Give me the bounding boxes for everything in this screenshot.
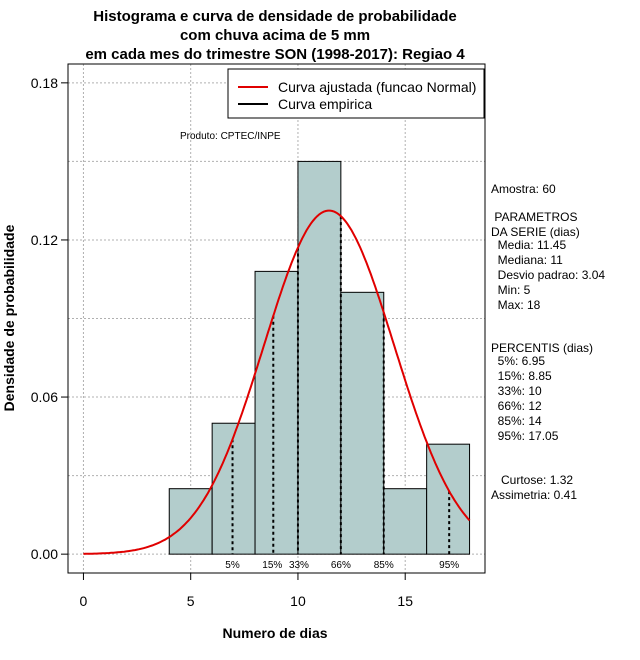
x-tick-label: 15 <box>397 593 413 609</box>
bar-4 <box>297 160 342 555</box>
y-tick-label: 0.00 <box>31 546 58 562</box>
bar-5 <box>340 291 385 555</box>
legend-box <box>227 68 485 119</box>
axes: 0 5 10 15 0.00 0.06 0.12 0.18 <box>31 75 413 609</box>
y-tick-label: 0.18 <box>31 75 58 91</box>
bar-7 <box>426 443 471 555</box>
y-tick-label: 0.06 <box>31 389 58 405</box>
legend-label-1: Curva ajustada (funcao Normal) <box>278 79 476 95</box>
x-tick-label: 0 <box>80 593 88 609</box>
title-line-2: com chuva acima de 5 mm <box>180 27 370 44</box>
stat-percentis-title: PERCENTIS (dias) <box>491 341 594 355</box>
legend: Curva ajustada (funcao Normal)Curva empi… <box>227 68 485 119</box>
x-tick-label: 10 <box>290 593 306 609</box>
percentile-label: 95% <box>439 560 459 571</box>
bar-2 <box>211 422 256 555</box>
title-line-3: em cada mes do trimestre SON (1998-2017)… <box>85 46 465 63</box>
product-annotation: Produto: CPTEC/INPE <box>180 131 281 142</box>
percentile-label: 85% <box>374 560 394 571</box>
percentile-label: 5% <box>225 560 240 571</box>
percentile-label: 15% <box>262 560 282 571</box>
x-axis-label: Numero de dias <box>222 625 327 641</box>
chart-title: Histograma e curva de densidade de proba… <box>85 8 465 63</box>
y-tick-label: 0.12 <box>31 232 58 248</box>
stat-amostra: Amostra: 60 <box>491 182 556 196</box>
stat-params: Media: 11.45 Mediana: 11 Desvio padrao: … <box>497 238 606 312</box>
normal-curve <box>83 209 471 555</box>
plot-frame <box>67 63 486 574</box>
stat-percentis: 5%: 6.95 15%: 8.85 33%: 10 66%: 12 85%: … <box>497 354 559 443</box>
legend-label-2: Curva empirica <box>278 96 372 112</box>
percentile-label: 66% <box>331 560 351 571</box>
percentile-lines: 5% 15% 33% 66% 85% 95% <box>225 216 459 571</box>
title-line-1: Histograma e curva de densidade de proba… <box>93 8 456 25</box>
stat-shape: Curtose: 1.32 Assimetria: 0.41 <box>491 473 578 502</box>
y-axis-label: Densidade de probabilidade <box>1 224 17 411</box>
stat-params-title: PARAMETROS DA SERIE (dias) <box>491 210 580 239</box>
bar-6 <box>383 488 428 555</box>
histogram-bars <box>168 160 471 555</box>
x-tick-label: 5 <box>187 593 195 609</box>
percentile-label: 33% <box>289 560 309 571</box>
bar-3 <box>254 270 299 555</box>
